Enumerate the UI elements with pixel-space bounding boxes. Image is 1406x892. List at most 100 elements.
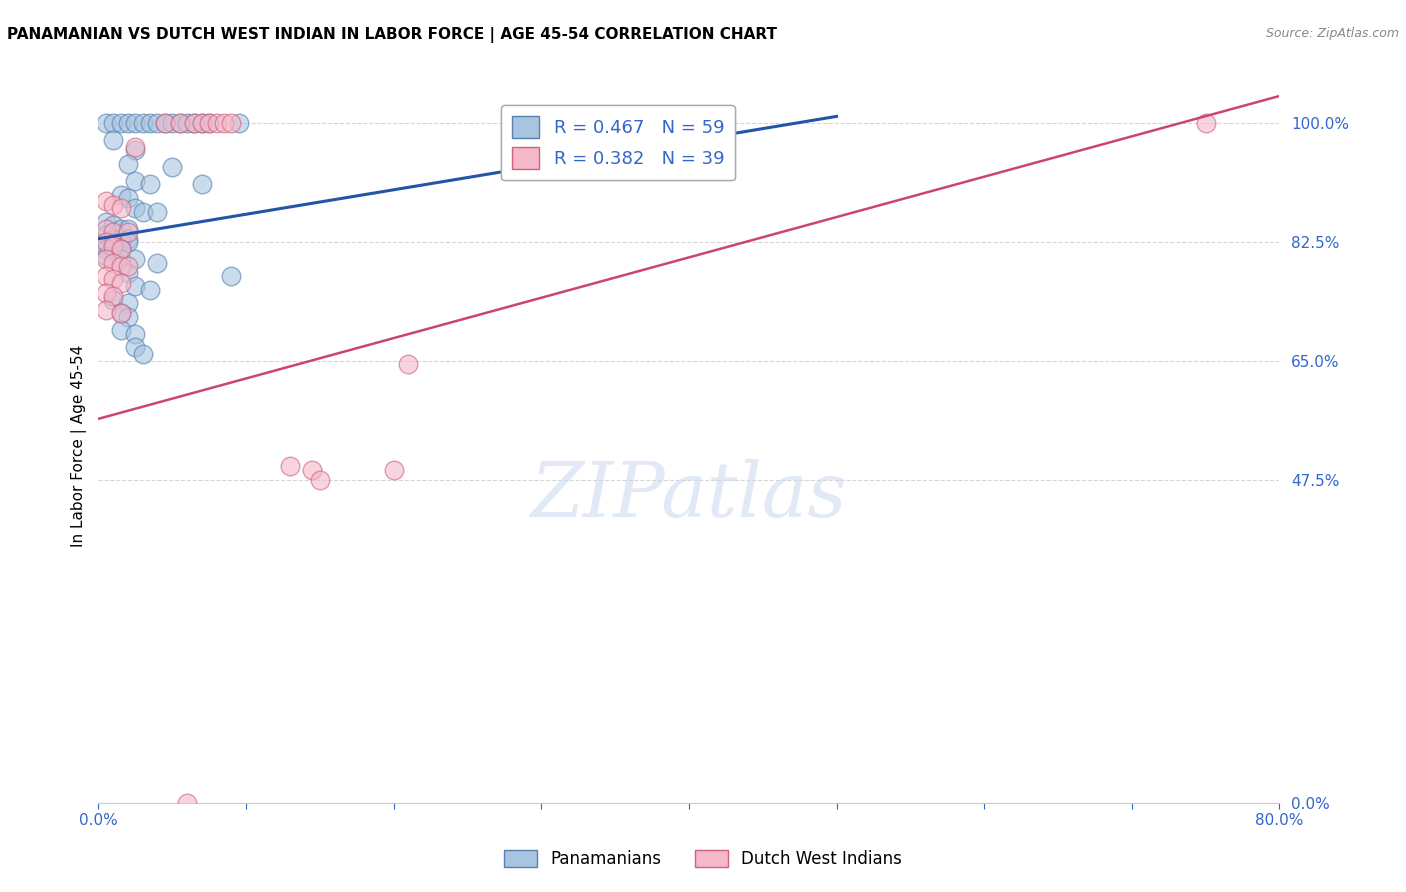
Legend: Panamanians, Dutch West Indians: Panamanians, Dutch West Indians — [498, 843, 908, 875]
Point — [103, 218, 125, 232]
Point — [94, 242, 117, 256]
Point — [110, 306, 132, 320]
Point — [94, 221, 117, 235]
Point — [94, 235, 117, 249]
Point — [153, 116, 176, 130]
Point — [162, 161, 183, 175]
Point — [103, 225, 125, 239]
Point — [117, 310, 139, 324]
Point — [132, 347, 155, 361]
Point — [110, 221, 132, 235]
Point — [94, 215, 117, 229]
Point — [169, 116, 191, 130]
Point — [103, 272, 125, 286]
Point — [103, 289, 125, 303]
Point — [124, 341, 146, 355]
Point — [191, 116, 214, 130]
Point — [124, 140, 146, 154]
Point — [110, 116, 132, 130]
Point — [124, 174, 146, 188]
Point — [183, 116, 205, 130]
Point — [396, 358, 419, 372]
Point — [162, 116, 183, 130]
Point — [146, 204, 169, 219]
Point — [94, 303, 117, 318]
Point — [117, 191, 139, 205]
Point — [117, 157, 139, 171]
Point — [124, 326, 146, 341]
Point — [219, 269, 242, 284]
Point — [191, 178, 214, 192]
Point — [103, 235, 125, 249]
Point — [176, 796, 198, 810]
Point — [94, 116, 117, 130]
Point — [103, 238, 125, 252]
Legend: R = 0.467   N = 59, R = 0.382   N = 39: R = 0.467 N = 59, R = 0.382 N = 39 — [501, 105, 735, 180]
Point — [94, 235, 117, 249]
Point — [117, 225, 139, 239]
Point — [301, 463, 323, 477]
Point — [103, 232, 125, 246]
Point — [501, 116, 523, 130]
Point — [124, 201, 146, 215]
Point — [110, 306, 132, 320]
Point — [198, 116, 221, 130]
Y-axis label: In Labor Force | Age 45-54: In Labor Force | Age 45-54 — [72, 345, 87, 547]
Point — [103, 255, 125, 269]
Point — [228, 116, 250, 130]
Point — [139, 283, 162, 297]
Point — [94, 252, 117, 266]
Point — [117, 116, 139, 130]
Point — [153, 116, 176, 130]
Point — [94, 269, 117, 284]
Point — [94, 194, 117, 209]
Point — [169, 116, 191, 130]
Point — [110, 276, 132, 290]
Point — [212, 116, 235, 130]
Point — [139, 116, 162, 130]
Point — [110, 259, 132, 273]
Point — [205, 116, 228, 130]
Point — [124, 252, 146, 266]
Point — [124, 144, 146, 158]
Point — [103, 116, 125, 130]
Point — [110, 201, 132, 215]
Point — [198, 116, 221, 130]
Point — [110, 323, 132, 337]
Point — [176, 116, 198, 130]
Point — [110, 242, 132, 256]
Point — [117, 259, 139, 273]
Point — [309, 473, 332, 487]
Point — [183, 116, 205, 130]
Point — [219, 116, 242, 130]
Point — [1195, 116, 1218, 130]
Text: Source: ZipAtlas.com: Source: ZipAtlas.com — [1265, 27, 1399, 40]
Point — [103, 198, 125, 212]
Point — [117, 266, 139, 280]
Text: PANAMANIAN VS DUTCH WEST INDIAN IN LABOR FORCE | AGE 45-54 CORRELATION CHART: PANAMANIAN VS DUTCH WEST INDIAN IN LABOR… — [7, 27, 778, 43]
Point — [94, 249, 117, 263]
Point — [110, 252, 132, 266]
Point — [110, 187, 132, 202]
Point — [132, 204, 155, 219]
Point — [110, 242, 132, 256]
Point — [382, 463, 405, 477]
Point — [103, 242, 125, 256]
Point — [117, 235, 139, 249]
Point — [278, 459, 302, 474]
Point — [94, 228, 117, 243]
Point — [117, 221, 139, 235]
Point — [191, 116, 214, 130]
Point — [124, 279, 146, 293]
Point — [103, 293, 125, 307]
Point — [146, 255, 169, 269]
Point — [117, 232, 139, 246]
Point — [132, 116, 155, 130]
Point — [94, 286, 117, 301]
Point — [110, 235, 132, 249]
Point — [117, 296, 139, 310]
Point — [103, 133, 125, 147]
Point — [139, 178, 162, 192]
Text: ZIPatlas: ZIPatlas — [530, 459, 848, 533]
Point — [146, 116, 169, 130]
